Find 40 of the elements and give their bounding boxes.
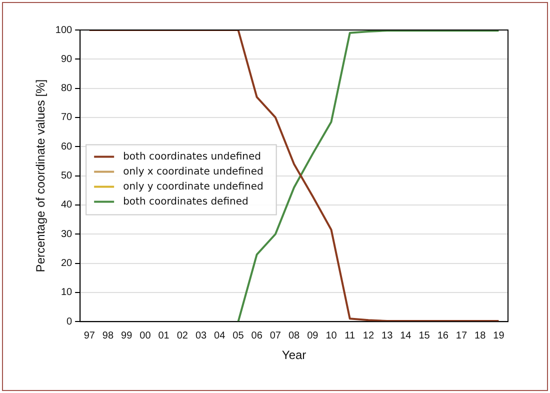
y-tick-label: 20 bbox=[60, 258, 73, 270]
x-tick-label: 04 bbox=[214, 330, 226, 342]
x-tick-label: 19 bbox=[493, 330, 505, 342]
legend-label: only x coordinate undefined bbox=[123, 166, 264, 178]
x-tick-label: 13 bbox=[382, 330, 394, 342]
y-tick-label: 100 bbox=[55, 24, 73, 36]
legend-label: only y coordinate undefined bbox=[123, 181, 264, 192]
x-tick-label: 17 bbox=[456, 330, 468, 342]
x-tick-label: 07 bbox=[270, 330, 282, 342]
x-tick-label: 09 bbox=[307, 330, 319, 342]
x-tick-label: 99 bbox=[121, 330, 133, 342]
y-tick-label: 30 bbox=[60, 228, 73, 240]
y-tick-label: 50 bbox=[60, 170, 73, 182]
legend-label: both coordinates defined bbox=[123, 196, 248, 208]
x-tick-label: 14 bbox=[400, 330, 412, 342]
x-tick-label: 03 bbox=[195, 330, 208, 342]
legend-label: both coordinates undefined bbox=[123, 151, 262, 162]
y-tick-label: 70 bbox=[60, 112, 73, 124]
x-tick-label: 06 bbox=[251, 330, 263, 342]
x-tick-label: 02 bbox=[176, 330, 188, 342]
x-tick-label: 12 bbox=[362, 330, 374, 342]
y-tick-label: 80 bbox=[60, 83, 73, 94]
x-tick-label: 00 bbox=[140, 330, 152, 342]
y-tick-label: 40 bbox=[60, 200, 73, 211]
y-tick-label: 90 bbox=[60, 54, 73, 65]
x-tick-label: 08 bbox=[288, 330, 300, 342]
x-tick-label: 01 bbox=[158, 330, 170, 342]
x-axis-title: Year bbox=[282, 348, 306, 362]
x-tick-label: 18 bbox=[474, 330, 486, 342]
x-tick-label: 98 bbox=[102, 330, 114, 342]
x-tick-label: 16 bbox=[437, 330, 449, 342]
x-tick-label: 15 bbox=[418, 330, 430, 342]
y-axis-title: Percentage of coordinate values [%] bbox=[34, 79, 48, 272]
y-tick-label: 10 bbox=[60, 287, 73, 298]
y-tick-label: 0 bbox=[66, 316, 73, 328]
x-tick-label: 05 bbox=[232, 330, 244, 342]
x-tick-label: 11 bbox=[344, 330, 356, 342]
y-tick-label: 60 bbox=[60, 141, 73, 152]
x-tick-label: 10 bbox=[326, 330, 338, 342]
x-tick-label: 97 bbox=[84, 330, 96, 342]
